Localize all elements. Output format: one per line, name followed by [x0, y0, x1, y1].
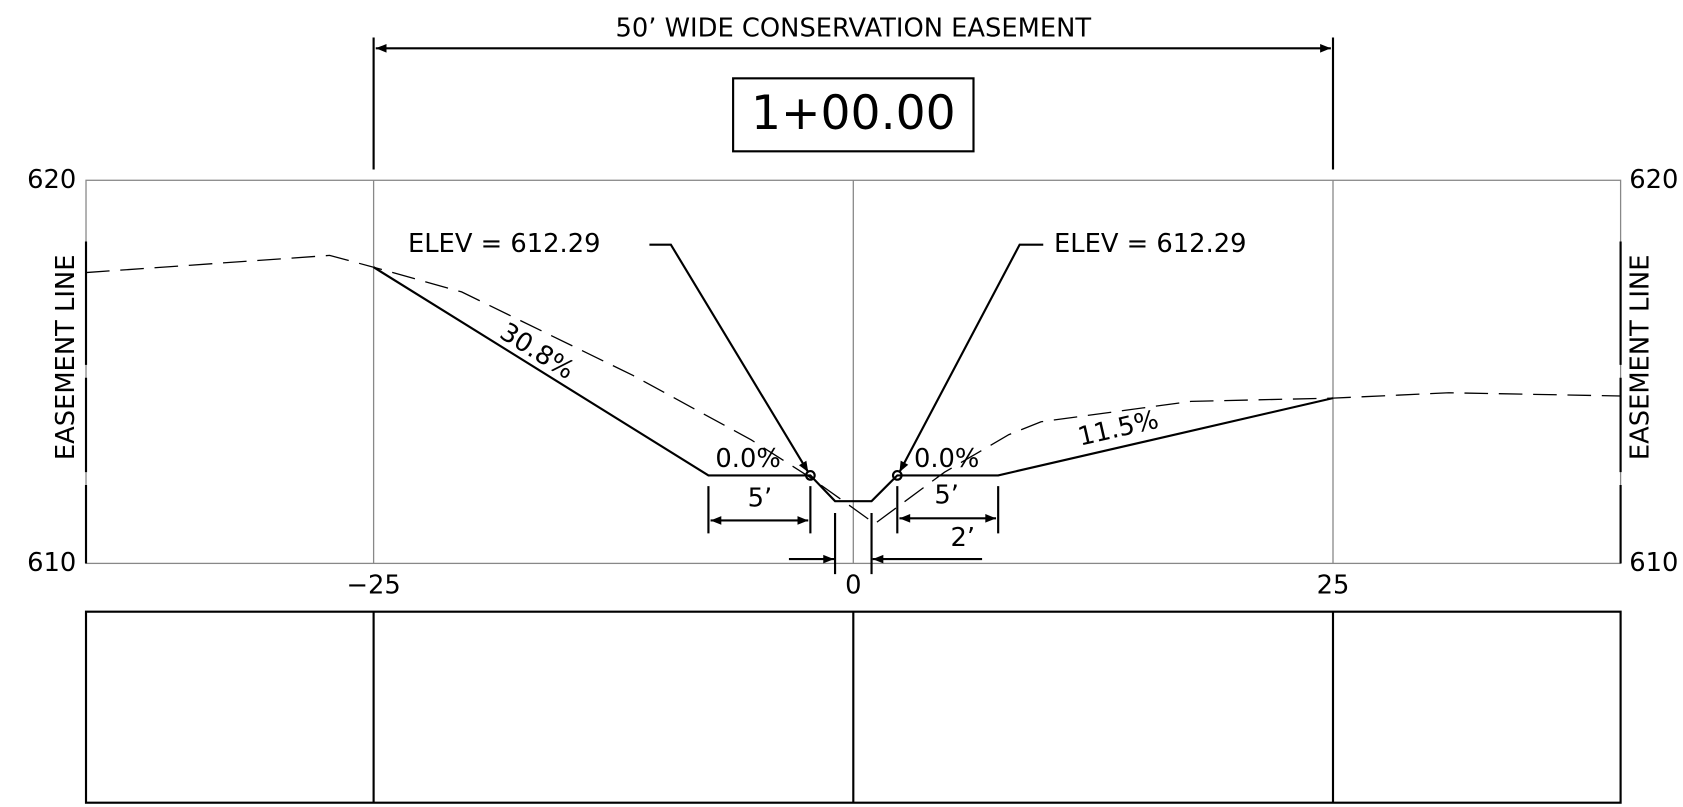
dimension-label: 5’ [934, 480, 959, 510]
point [891, 470, 903, 481]
dimension-label: 5’ [748, 484, 773, 514]
y-label: 620 [1629, 165, 1678, 195]
easement-label: EASEMENT LINE [1625, 255, 1655, 461]
slope-label: 0.0% [914, 444, 979, 474]
slope-label: 0.0% [715, 444, 780, 474]
elevation-label: ELEV = 612.29 [408, 229, 601, 259]
slope-label: 11.5% [1075, 405, 1161, 453]
slope-label: 30.8% [494, 317, 579, 386]
elevation-label: ELEV = 612.29 [1054, 229, 1247, 259]
existing-ground [85, 254, 1621, 525]
x-label: −25 [346, 570, 400, 600]
y-label: 620 [27, 165, 76, 195]
point [805, 470, 816, 481]
leader [649, 243, 810, 473]
x-label: 25 [1317, 570, 1350, 600]
y-label: 610 [1629, 548, 1678, 578]
x-label: 0 [845, 570, 861, 600]
station: 1+00.00 [751, 86, 956, 141]
extension-line [707, 486, 1000, 575]
proposed-section [373, 266, 1334, 503]
title: 50’ WIDE CONSERVATION EASEMENT [615, 13, 1091, 43]
leader [898, 243, 1044, 473]
dimension-label: 2’ [950, 523, 975, 553]
station-box [732, 77, 975, 153]
easement-label: EASEMENT LINE [51, 255, 81, 461]
easement-marker [84, 241, 1622, 564]
y-label: 610 [27, 548, 76, 578]
table-divider [372, 611, 1335, 803]
